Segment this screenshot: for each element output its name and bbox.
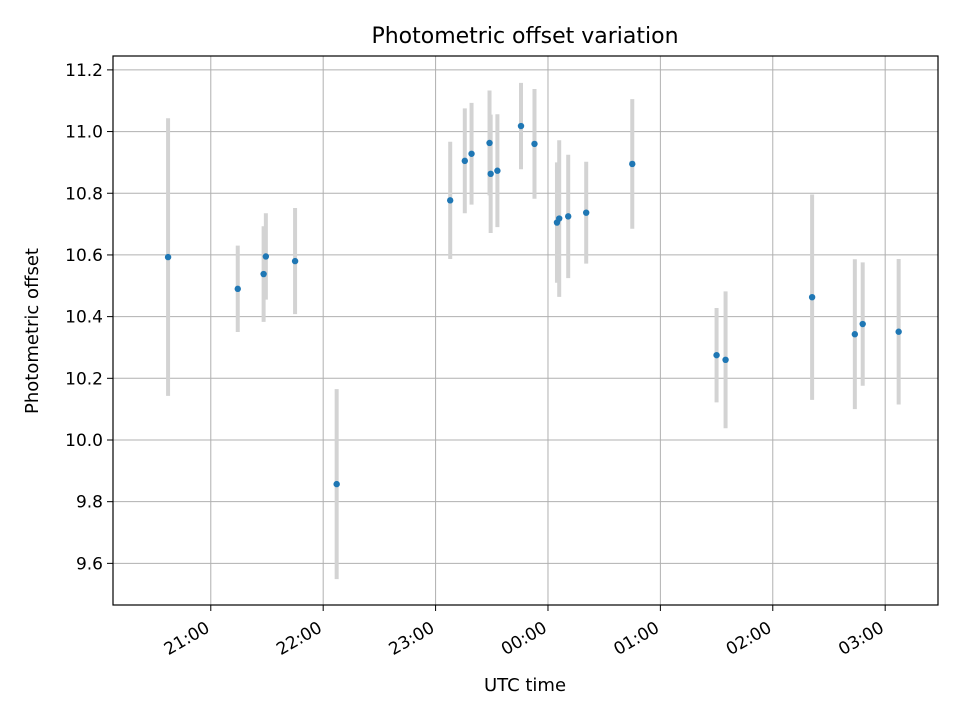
data-point (446, 197, 454, 204)
grid-lines (113, 56, 938, 605)
data-point (531, 140, 538, 148)
data-points (164, 122, 902, 488)
data-point (260, 270, 267, 278)
data-point (629, 160, 636, 168)
data-point (486, 139, 493, 147)
data-point (859, 320, 866, 328)
data-point (461, 157, 469, 165)
y-tick-label: 10.0 (65, 431, 103, 451)
y-tick-label: 10.4 (65, 308, 103, 328)
data-point (582, 209, 590, 216)
data-point (722, 356, 729, 364)
data-point (895, 328, 902, 335)
y-tick-label: 9.6 (76, 554, 103, 574)
data-point (164, 253, 172, 261)
data-point (333, 480, 340, 488)
y-tick-label: 11.2 (65, 61, 103, 81)
data-point (808, 293, 816, 301)
data-point (291, 257, 299, 265)
y-axis-label: Photometric offset (22, 248, 43, 414)
data-point (494, 167, 501, 174)
y-tick-label: 10.8 (65, 184, 103, 204)
x-axis-label: UTC time (484, 675, 566, 696)
data-point (468, 150, 475, 157)
data-point (556, 215, 563, 222)
plot-frame (112, 55, 939, 606)
data-point (487, 170, 494, 178)
data-point (713, 351, 720, 359)
data-point (851, 331, 859, 338)
y-tick-label: 9.8 (76, 493, 103, 513)
y-tick-label: 11.0 (65, 123, 103, 143)
data-point (234, 285, 241, 293)
data-point (262, 253, 270, 260)
y-tick-label: 10.2 (65, 369, 103, 389)
data-point (565, 213, 572, 220)
y-axis-ticks: 9.6 9.8 10.0 10.2 10.4 10.6 10.8 11.0 11.2 (65, 61, 113, 574)
data-point (517, 122, 525, 130)
chart-title: Photometric offset variation (371, 24, 678, 49)
y-tick-label: 10.6 (65, 246, 103, 266)
